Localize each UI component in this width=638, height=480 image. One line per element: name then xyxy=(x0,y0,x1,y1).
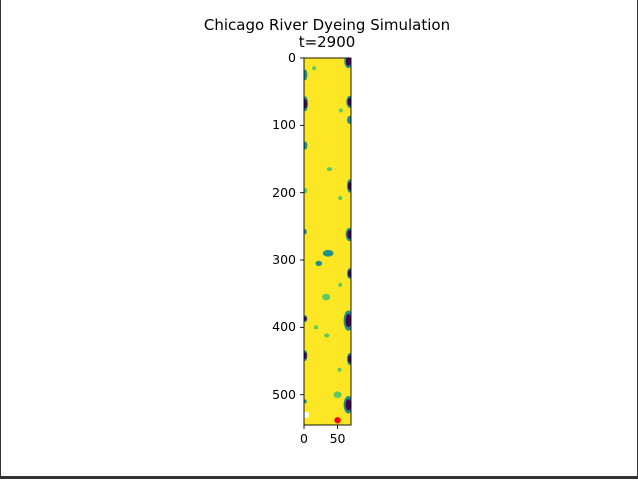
dye-blob-core xyxy=(304,352,307,360)
x-tick-label: 0 xyxy=(300,431,308,446)
y-tick-label: 200 xyxy=(272,184,296,200)
dye-blob xyxy=(312,66,317,71)
dye-blob xyxy=(304,187,308,194)
y-tick-label: 500 xyxy=(272,386,296,402)
dye-blob-core xyxy=(304,71,307,79)
dye-blob-core xyxy=(304,316,307,321)
dye-blob xyxy=(326,167,333,172)
chart-subtitle: t=2900 xyxy=(298,33,356,51)
dye-blob-core xyxy=(304,142,307,149)
dye-blob-core xyxy=(345,399,351,411)
dye-blob xyxy=(337,367,342,372)
y-tick-label: 0 xyxy=(288,50,296,65)
dye-blob-core xyxy=(348,117,351,123)
dye-blob xyxy=(338,108,343,113)
dye-blob xyxy=(338,282,343,287)
dye-blob-core xyxy=(348,181,351,191)
chart-title: Chicago River Dyeing Simulation xyxy=(203,16,451,34)
dye-blob-core xyxy=(345,58,351,66)
y-tick-label: 100 xyxy=(272,117,296,133)
dye-blob-core xyxy=(304,400,307,403)
dye-blob xyxy=(314,325,319,330)
dye-blob-core xyxy=(347,97,351,106)
dye-blob-core xyxy=(348,355,351,363)
dye-blob-core xyxy=(324,251,332,256)
dye-blob xyxy=(324,333,330,338)
dye-blob-core xyxy=(304,98,307,109)
dye-blob xyxy=(333,391,342,399)
dye-blob xyxy=(322,293,331,301)
y-tick-label: 400 xyxy=(272,319,296,335)
dye-blob-core xyxy=(347,230,351,239)
dye-blob-core xyxy=(345,314,351,328)
dye-blob-core xyxy=(316,261,321,266)
x-tick-label: 50 xyxy=(329,431,346,446)
dye-blob-core xyxy=(304,229,307,234)
dye-blob xyxy=(338,196,343,201)
marker-red xyxy=(334,417,341,424)
plot-border xyxy=(303,57,352,426)
heatmap-background xyxy=(304,58,351,425)
heatmap-blobs xyxy=(304,58,351,414)
y-tick-label: 300 xyxy=(272,252,296,268)
dye-blob-core xyxy=(348,269,351,277)
